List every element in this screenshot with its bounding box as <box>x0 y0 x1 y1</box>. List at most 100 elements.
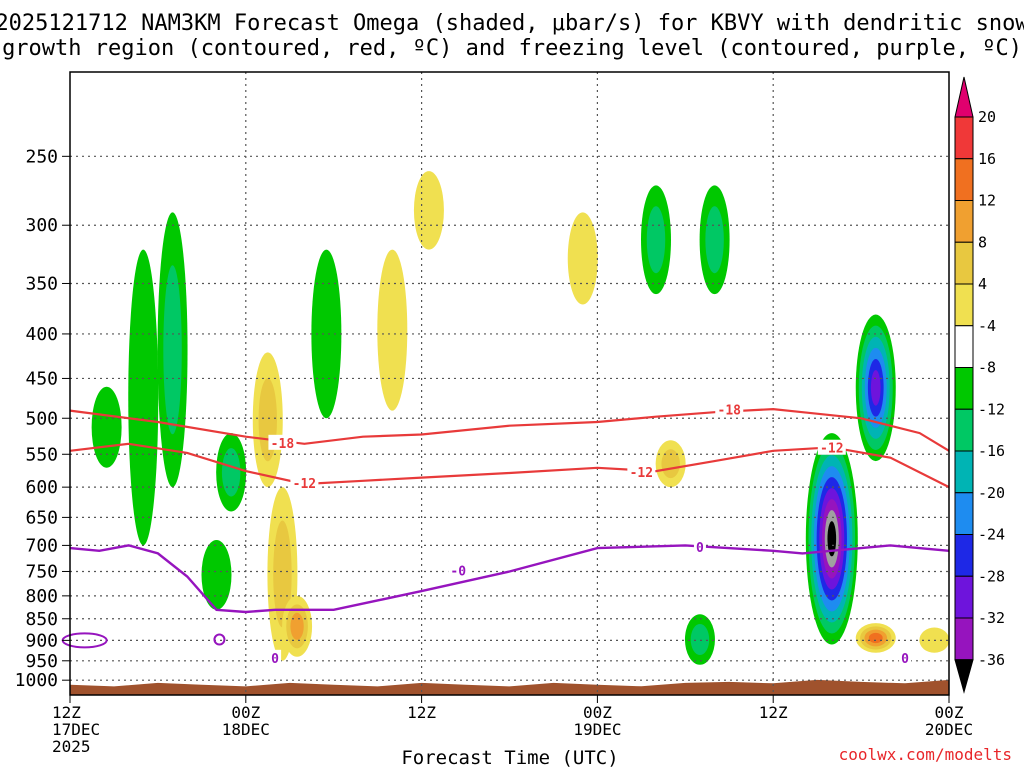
contour-label-bg <box>899 649 912 665</box>
omega-feature <box>157 212 188 488</box>
colorbar-segment <box>954 76 974 118</box>
omega-feature-level <box>163 265 182 435</box>
y-tick-label: 350 <box>25 273 58 294</box>
omega-feature <box>377 249 408 411</box>
omega-feature-level <box>290 612 304 640</box>
omega-shading <box>91 171 950 665</box>
colorbar-segment <box>954 367 974 410</box>
y-tick-label: 500 <box>25 408 58 429</box>
y-tick-label: 450 <box>25 368 58 389</box>
omega-feature <box>699 185 730 295</box>
colorbar-label: -36 <box>978 651 1005 669</box>
omega-feature <box>128 249 159 546</box>
colorbar-segment <box>954 200 974 243</box>
omega-feature-level <box>870 370 881 406</box>
y-tick-label: 750 <box>25 561 58 582</box>
omega-feature <box>567 212 598 305</box>
contour-label: -12 <box>293 477 316 492</box>
colorbar-segment <box>954 617 974 661</box>
x-axis-title: Forecast Time (UTC) <box>401 747 618 768</box>
omega-feature <box>282 595 313 657</box>
colorbar-label: -4 <box>978 317 996 335</box>
colorbar-segment <box>954 450 974 494</box>
y-tick-label: 800 <box>25 586 58 607</box>
colorbar-label: 8 <box>978 233 987 251</box>
colorbar-segment <box>954 575 974 619</box>
omega-feature-level <box>646 206 666 274</box>
contour-label-bg <box>448 562 469 578</box>
colorbar-label: 4 <box>978 275 987 293</box>
contour-label-bg <box>290 474 319 490</box>
omega-feature-level <box>201 539 232 610</box>
credit-link[interactable]: coolwx.com/modelts <box>839 745 1012 764</box>
plot-frame <box>69 71 950 696</box>
contour-label-bg <box>268 434 297 450</box>
x-tick-label: 12Z <box>759 703 788 722</box>
contour-label: -18 <box>718 404 742 419</box>
omega-feature-level <box>690 623 710 656</box>
colorbar-label: -28 <box>978 567 1005 585</box>
y-tick-label: 250 <box>25 146 58 167</box>
y-tick-label: 900 <box>25 630 58 651</box>
colorbar-label: -16 <box>978 442 1005 460</box>
omega-feature-level <box>868 632 883 644</box>
contour-label: -18 <box>271 437 295 452</box>
contour-label-bg <box>627 464 656 480</box>
omega-feature-level <box>705 206 724 274</box>
colorbar-segment <box>954 241 974 285</box>
omega-feature <box>805 433 858 645</box>
omega-feature <box>252 352 283 488</box>
omega-feature <box>216 433 247 512</box>
x-tick-label: 20DEC <box>925 720 973 739</box>
omega-feature <box>641 185 671 295</box>
colorbar-segment <box>954 116 974 160</box>
y-tick-label: 1000 <box>15 670 58 691</box>
colorbar-label: -12 <box>978 400 1005 418</box>
contour-label: 0 <box>271 652 279 667</box>
omega-feature-level <box>827 521 837 557</box>
y-tick-label: 600 <box>25 477 58 498</box>
omega-feature <box>311 249 342 419</box>
omega-feature <box>91 386 122 468</box>
contour-label: 0 <box>696 541 704 556</box>
contour-label: -0 <box>450 564 466 579</box>
temperature-contours: -18 -12 -18 -12 -12 -0 0 0 0 <box>61 401 950 667</box>
omega-feature <box>684 614 715 665</box>
x-tick-label: 00Z <box>583 703 612 722</box>
contour-label: -12 <box>820 442 843 457</box>
colorbar-label: -20 <box>978 484 1005 502</box>
x-tick-label: 18DEC <box>222 720 270 739</box>
omega-feature-level <box>128 249 159 546</box>
contour-label-bg <box>693 539 706 555</box>
colorbar-label: 20 <box>978 108 996 126</box>
x-tick-label: 00Z <box>935 703 964 722</box>
y-tick-label: 850 <box>25 609 58 630</box>
omega-feature-level <box>273 520 292 628</box>
y-tick-label: 400 <box>25 324 58 345</box>
y-tick-label: 650 <box>25 507 58 528</box>
colorbar-segment <box>954 659 974 694</box>
x-tick-label: 00Z <box>231 703 260 722</box>
y-axis: 2503003504004505005506006507007508008509… <box>15 146 70 691</box>
colorbar: 20 16 12 8 4 -4 -8 -12 -16 -20 -24 -28 -32 -36 <box>954 76 1005 694</box>
omega-feature-level <box>91 386 122 468</box>
x-tick-label: 17DEC <box>52 720 100 739</box>
colorbar-label: -8 <box>978 359 996 377</box>
x-tick-label: 12Z <box>52 703 81 722</box>
x-tick-label: 12Z <box>407 703 436 722</box>
terrain-surface <box>70 679 949 695</box>
dgz-isotherm-minus12 <box>69 442 950 489</box>
omega-feature-level <box>377 249 408 411</box>
dgz-isotherm-minus18 <box>69 407 950 452</box>
contour-label: 0 <box>901 652 909 667</box>
colorbar-segment <box>954 534 974 577</box>
x-tick-label: 19DEC <box>573 720 621 739</box>
contour-label-bg <box>715 401 744 417</box>
colorbar-segment <box>954 283 974 327</box>
omega-feature-level <box>661 449 680 479</box>
colorbar-segment <box>954 492 974 535</box>
colorbar-segment <box>954 325 974 368</box>
omega-feature <box>655 440 686 488</box>
